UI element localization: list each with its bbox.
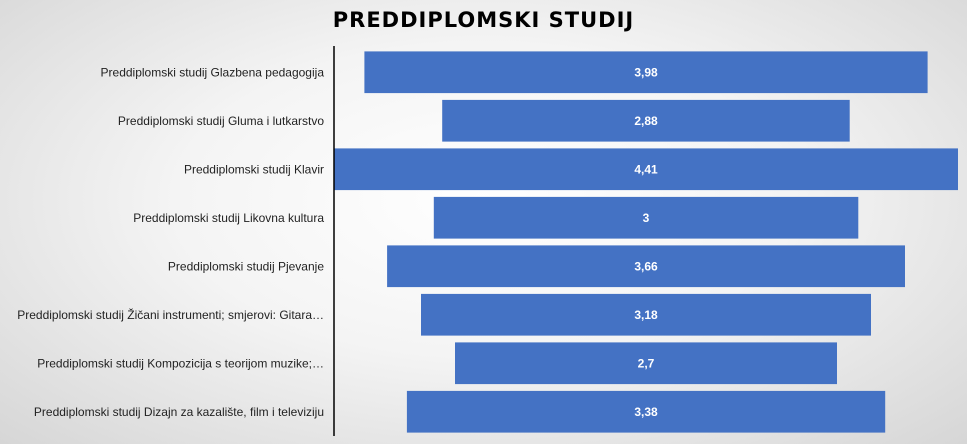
data-label-3: 3: [643, 211, 650, 225]
chart-title: PREDDIPLOMSKI STUDIJ: [332, 8, 635, 32]
category-label-3: Preddiplomski studij Likovna kultura: [133, 211, 324, 225]
data-label-4: 3,66: [634, 259, 658, 273]
category-label-1: Preddiplomski studij Gluma i lutkarstvo: [118, 114, 324, 128]
bar-4: [387, 245, 906, 288]
bar-5: [421, 293, 871, 336]
data-label-0: 3,98: [634, 65, 658, 79]
category-label-7: Preddiplomski studij Dizajn za kazalište…: [34, 405, 324, 419]
bar-1: [442, 99, 850, 142]
category-label-6: Preddiplomski studij Kompozicija s teori…: [37, 356, 324, 370]
category-label-5: Preddiplomski studij Žičani instrumenti;…: [17, 307, 324, 322]
data-label-7: 3,38: [634, 405, 658, 419]
bar-3: [433, 196, 859, 239]
bar-2: [334, 148, 958, 191]
category-label-4: Preddiplomski studij Pjevanje: [168, 259, 324, 273]
bar-7: [406, 390, 886, 433]
category-label-0: Preddiplomski studij Glazbena pedagogija: [101, 65, 325, 79]
category-label-2: Preddiplomski studij Klavir: [184, 162, 324, 176]
data-label-2: 4,41: [634, 162, 658, 176]
data-label-1: 2,88: [634, 114, 658, 128]
data-label-5: 3,18: [634, 308, 658, 322]
bar-0: [364, 51, 928, 94]
bar-6: [455, 342, 837, 385]
data-label-6: 2,7: [638, 356, 655, 370]
